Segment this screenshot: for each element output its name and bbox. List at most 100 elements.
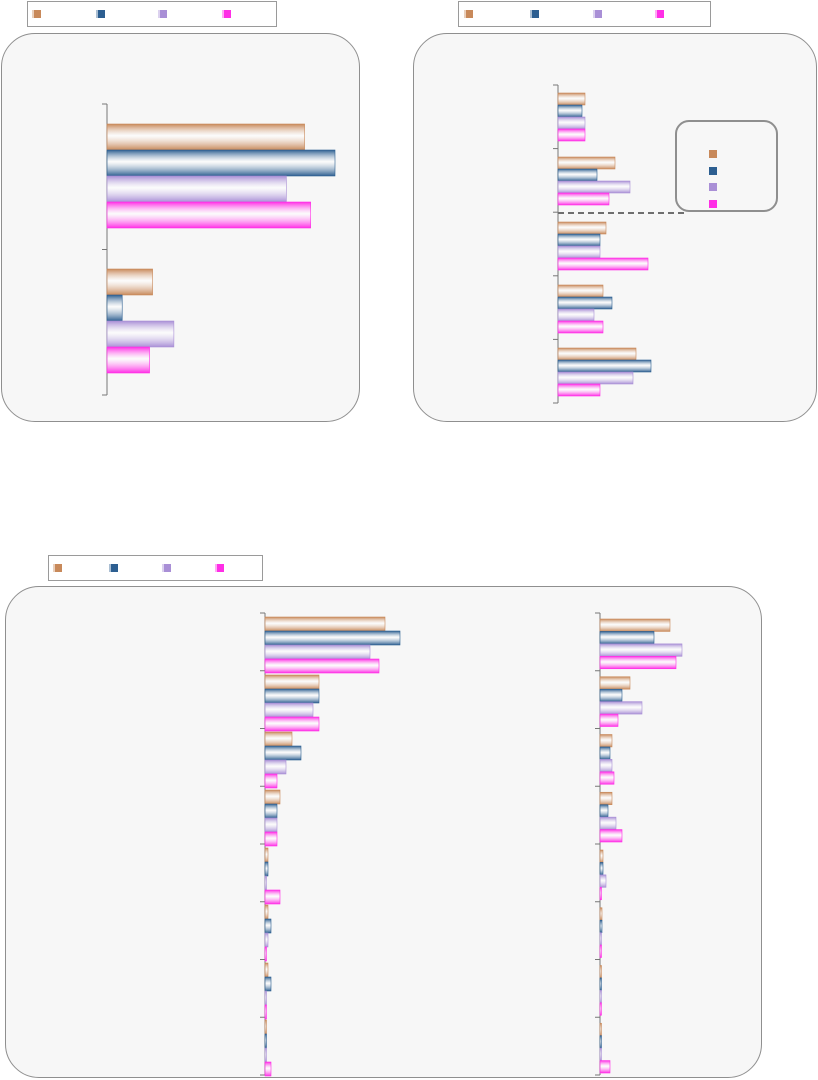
chart-1-bar-series-1-cat-1 [106, 123, 305, 151]
chart-3-bar-series-2-cat-7 [264, 976, 272, 992]
chart-4-bar-series-2-cat-7 [599, 977, 602, 991]
chart-3-bar-series-2-cat-5 [264, 861, 269, 877]
chart-2-bar-series-2-cat-1 [557, 104, 583, 118]
chart-4-bar-series-4-cat-2 [599, 713, 619, 727]
chart-3-bar-series-4-cat-2 [264, 716, 320, 732]
chart-4-bar-series-3-cat-2 [599, 701, 643, 715]
chart-4-bar-series-4-cat-3 [599, 771, 615, 785]
callout-swatch-series-1 [709, 150, 717, 158]
chart-2-bar-series-1-cat-5 [557, 347, 637, 361]
chart-2-bar-series-3-cat-2 [557, 180, 631, 194]
chart-4-bar-series-3-cat-8 [599, 1047, 602, 1061]
legend-chart-3 [48, 555, 263, 581]
chart-4-bar-series-3-cat-6 [599, 932, 602, 946]
chart-3-bar-series-4-cat-5 [264, 889, 281, 905]
chart-3-bar-series-4-cat-8 [264, 1061, 272, 1077]
chart-2-bar-series-2-cat-3 [557, 233, 601, 247]
legend-chart-1 [27, 1, 277, 27]
chart-2-bar-series-3-cat-4 [557, 308, 595, 322]
legend-swatch-series-3 [593, 10, 602, 18]
chart-3-bar-series-4-cat-3 [264, 773, 278, 789]
chart-2-bar-series-1-cat-3 [557, 221, 607, 235]
chart-4-bar-series-3-cat-1 [599, 643, 683, 657]
legend-swatch-series-4 [222, 10, 231, 18]
chart-3-bar-series-1-cat-8 [264, 1019, 267, 1035]
chart-4-bar-series-1-cat-4 [599, 791, 613, 805]
chart-2-bar-series-4-cat-2 [557, 192, 610, 206]
chart-3-bar-series-3-cat-6 [264, 932, 269, 948]
chart-4-bar-series-1-cat-1 [599, 618, 671, 632]
chart-3-bar-series-1-cat-6 [264, 904, 269, 920]
chart-4-bar-series-2-cat-2 [599, 688, 623, 702]
chart-3-bar-series-1-cat-7 [264, 962, 269, 978]
chart-4-bar-series-3-cat-7 [599, 990, 602, 1004]
chart-4-bar-series-2-cat-5 [599, 862, 604, 876]
chart-2-bar-series-4-cat-5 [557, 383, 601, 397]
chart-4-bar-series-1-cat-2 [599, 676, 631, 690]
callout-swatch-series-4 [709, 200, 717, 208]
chart-4-bar-series-2-cat-6 [599, 919, 603, 933]
legend-swatch-series-2 [96, 10, 105, 18]
chart-2-bar-series-1-cat-2 [557, 156, 616, 170]
chart-2-bar-series-4-cat-3 [557, 257, 649, 271]
legend-swatch-series-4 [215, 564, 224, 572]
chart-3-bar-series-3-cat-8 [264, 1047, 267, 1063]
callout-swatch-series-2 [709, 167, 717, 175]
callout-swatch-series-3 [709, 183, 717, 191]
chart-2-bar-series-1-cat-4 [557, 284, 604, 298]
chart-3-bar-series-3-cat-2 [264, 702, 314, 718]
chart-3-bar-series-1-cat-5 [264, 847, 269, 863]
chart-1-bar-series-2-cat-2 [106, 294, 123, 322]
chart-4-bar-series-2-cat-1 [599, 631, 655, 645]
chart-3-bar-series-1-cat-4 [264, 789, 281, 805]
chart-3-bar-series-4-cat-6 [264, 946, 267, 962]
chart-4-bar-series-2-cat-8 [599, 1035, 602, 1049]
chart-2-bar-series-2-cat-5 [557, 359, 652, 373]
chart-1-bar-series-3-cat-1 [106, 175, 287, 203]
chart-3-bar-series-2-cat-2 [264, 688, 320, 704]
legend-swatch-series-1 [53, 564, 62, 572]
chart-4-bar-series-4-cat-4 [599, 829, 623, 843]
chart-2-bar-series-2-cat-4 [557, 296, 613, 310]
chart-2-bar-series-3-cat-5 [557, 371, 634, 385]
chart-4-bar-series-1-cat-5 [599, 849, 604, 863]
chart-3-bar-series-3-cat-4 [264, 817, 278, 833]
chart-3-bar-series-1-cat-3 [264, 731, 293, 747]
chart-3-bar-series-4-cat-7 [264, 1004, 267, 1020]
chart-2-bar-series-2-cat-2 [557, 168, 598, 182]
chart-3-bar-series-2-cat-6 [264, 918, 272, 934]
chart-4-bar-series-4-cat-6 [599, 944, 602, 958]
chart-2-bar-series-1-cat-1 [557, 92, 586, 106]
chart-4-bar-series-1-cat-3 [599, 734, 613, 748]
chart-3-bar-series-2-cat-8 [264, 1033, 267, 1049]
chart-3-bar-series-3-cat-1 [264, 644, 371, 660]
chart-1-bar-series-3-cat-2 [106, 320, 175, 348]
chart-4-bar-series-1-cat-8 [599, 1022, 602, 1036]
chart-4-bar-series-3-cat-4 [599, 816, 617, 830]
chart-4-bar-series-3-cat-3 [599, 759, 613, 773]
chart-1-bar-series-4-cat-1 [106, 201, 311, 229]
legend-swatch-series-1 [32, 10, 41, 18]
chart-3-bar-series-4-cat-4 [264, 831, 278, 847]
legend-chart-2 [458, 1, 711, 27]
chart-3-bar-series-1-cat-1 [264, 616, 386, 632]
legend-swatch-series-1 [464, 10, 473, 18]
legend-swatch-series-3 [158, 10, 167, 18]
chart-3-bar-series-2-cat-4 [264, 803, 278, 819]
chart-3-bar-series-3-cat-7 [264, 990, 267, 1006]
chart-2-bar-series-4-cat-4 [557, 320, 604, 334]
chart-1-bar-series-2-cat-1 [106, 149, 336, 177]
chart-4-bar-series-2-cat-3 [599, 746, 611, 760]
chart-2-bar-series-3-cat-3 [557, 245, 601, 259]
chart-3-bar-series-2-cat-1 [264, 630, 401, 646]
chart-4-bar-series-4-cat-7 [599, 1002, 602, 1016]
chart-3-bar-series-2-cat-3 [264, 745, 302, 761]
chart-3-bar-series-1-cat-2 [264, 674, 320, 690]
chart-4-bar-series-4-cat-8 [599, 1060, 611, 1074]
chart-1-bar-series-1-cat-2 [106, 268, 153, 296]
legend-swatch-series-2 [109, 564, 118, 572]
chart-4-bar-series-4-cat-1 [599, 656, 677, 670]
callout-box [675, 120, 778, 212]
chart-4-bar-series-4-cat-5 [599, 887, 602, 901]
